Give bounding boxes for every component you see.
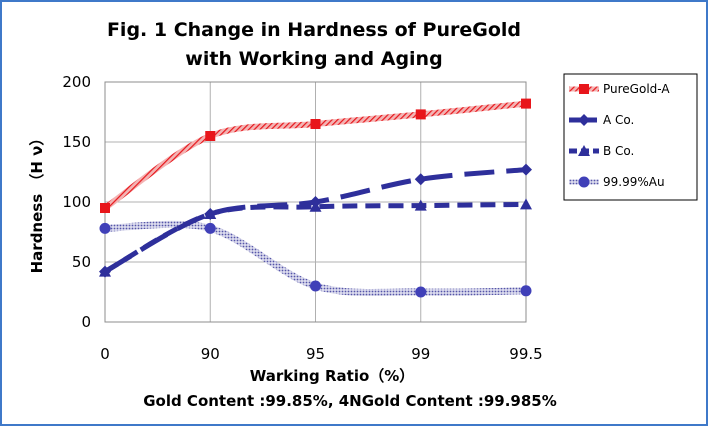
series-0-point-0 bbox=[100, 203, 110, 213]
series-3-point-0 bbox=[99, 222, 111, 234]
series-1-point-1 bbox=[204, 208, 217, 220]
x-tick-label-0: 0 bbox=[100, 345, 110, 363]
y-tick-label-2: 100 bbox=[62, 193, 91, 211]
series-0-point-1 bbox=[205, 131, 216, 141]
y-axis-title: Hardness （H ν） bbox=[28, 131, 46, 274]
legend-label-0: PureGold-A bbox=[603, 82, 670, 96]
series-1-point-4 bbox=[520, 163, 532, 176]
series-line-2 bbox=[103, 201, 527, 274]
series-1-point-0 bbox=[99, 265, 111, 278]
series-0-point-4 bbox=[521, 98, 531, 109]
legend-label-1: A Co. bbox=[603, 113, 634, 127]
series-3-point-3 bbox=[415, 286, 427, 298]
legend: PureGold-A A Co. B Co. 99.99%Au bbox=[563, 73, 698, 201]
series-1-point-3 bbox=[414, 173, 427, 186]
y-tick-label-4: 200 bbox=[62, 73, 91, 91]
chart-title-line2: with Working and Aging bbox=[185, 48, 442, 70]
x-tick-label-3: 99 bbox=[411, 345, 430, 363]
series-2-point-4 bbox=[520, 198, 532, 210]
x-tick-label-2: 95 bbox=[306, 345, 325, 363]
legend-entries: PureGold-A A Co. B Co. 99.99%Au bbox=[569, 82, 670, 189]
series-0-point-2 bbox=[310, 119, 321, 129]
series-markers bbox=[99, 98, 532, 298]
series-1-point-2 bbox=[309, 196, 322, 208]
y-tick-label-1: 50 bbox=[72, 253, 91, 271]
legend-marker-1 bbox=[578, 114, 590, 126]
series-3-point-2 bbox=[310, 280, 321, 292]
y-tick-labels: 0 50 100 150 200 bbox=[62, 73, 91, 331]
chart-title-line1: Fig. 1 Change in Hardness of PureGold bbox=[107, 19, 521, 41]
legend-label-2: B Co. bbox=[603, 144, 634, 158]
y-tick-label-0: 0 bbox=[81, 313, 91, 331]
x-axis-title: Warking Ratio（%） bbox=[250, 367, 415, 385]
gold-content-note: Gold Content :99.85%, 4NGold Content :99… bbox=[143, 392, 557, 410]
x-tick-labels: 0 90 95 99 99.5 bbox=[100, 345, 542, 363]
grid bbox=[104, 81, 527, 323]
legend-marker-3 bbox=[578, 176, 590, 188]
legend-label-3: 99.99%Au bbox=[603, 175, 665, 189]
legend-marker-2 bbox=[578, 145, 590, 156]
series-0-point-3 bbox=[415, 109, 426, 120]
y-tick-label-3: 150 bbox=[62, 133, 91, 151]
series-2-point-3 bbox=[414, 199, 427, 211]
x-tick-label-1: 90 bbox=[201, 345, 220, 363]
series-3-point-1 bbox=[204, 222, 216, 234]
legend-marker-0 bbox=[579, 84, 589, 94]
series-3-point-4 bbox=[520, 285, 532, 297]
x-tick-label-4: 99.5 bbox=[509, 345, 542, 363]
